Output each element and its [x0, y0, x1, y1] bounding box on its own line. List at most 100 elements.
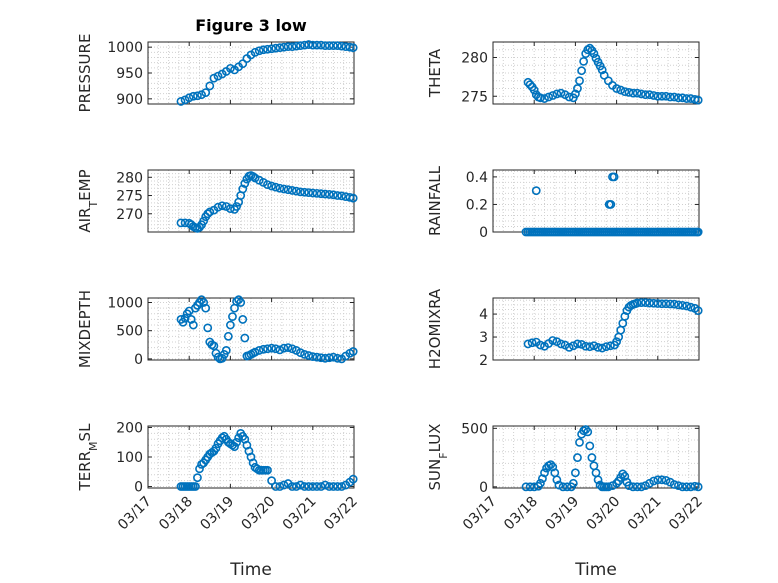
data-point — [190, 482, 200, 491]
x-tick-label: 03/22 — [321, 494, 361, 534]
data-point — [316, 189, 326, 199]
data-points — [176, 295, 358, 364]
x-tick-label: 03/17 — [460, 494, 500, 534]
y-tick-label: 1000 — [107, 40, 143, 56]
data-point — [674, 300, 683, 310]
data-point — [632, 88, 642, 98]
data-point — [296, 348, 305, 358]
data-point — [287, 482, 297, 491]
data-point — [312, 352, 322, 362]
data-point — [291, 186, 301, 196]
data-point — [348, 193, 358, 203]
data-point — [250, 47, 260, 57]
y-axis-label: THETA — [426, 48, 444, 98]
data-point — [544, 92, 554, 102]
y-tick-label: 0 — [479, 225, 488, 241]
data-point — [674, 93, 683, 103]
panel-rainfall: 0 0.2 0.4 RAINFALL — [426, 165, 703, 241]
y-tick-label: 0.2 — [466, 197, 488, 213]
data-point — [599, 70, 609, 80]
data-point — [333, 482, 342, 491]
data-point — [308, 40, 318, 50]
data-point — [348, 474, 358, 484]
data-point — [283, 343, 293, 352]
data-point — [624, 481, 634, 491]
data-point — [606, 341, 615, 351]
data-point — [188, 320, 198, 330]
data-point — [674, 481, 683, 491]
data-points — [521, 172, 703, 237]
data-point — [279, 42, 289, 52]
data-point — [258, 45, 268, 55]
data-point — [603, 482, 613, 492]
data-point — [201, 88, 211, 98]
y-axis-label: AIRTEMP — [76, 169, 100, 232]
data-point — [193, 91, 202, 101]
data-point — [211, 443, 221, 453]
panel-h2omixra: 2 3 4 H2OMIXRA — [426, 288, 703, 369]
y-tick-label: 950 — [116, 66, 143, 82]
data-point — [188, 91, 198, 101]
x-tick-label: 03/20 — [584, 494, 624, 534]
data-point — [328, 41, 338, 51]
data-point — [316, 40, 326, 50]
data-point — [636, 89, 646, 99]
data-point — [232, 437, 241, 447]
data-point — [546, 460, 556, 470]
data-point — [669, 92, 679, 102]
data-point — [649, 298, 659, 308]
y-tick-label: 275 — [116, 189, 143, 205]
panel-theta: 275 280 THETA — [426, 41, 703, 105]
data-point — [535, 478, 545, 488]
data-point — [308, 188, 318, 198]
panel-terr: 0 100 200 03/17 03/18 03/19 03/20 03/21 03/22 TER… — [76, 420, 361, 533]
data-point — [316, 353, 326, 363]
data-point — [682, 301, 692, 311]
data-point — [333, 191, 342, 200]
data-point — [225, 63, 235, 73]
data-point — [300, 187, 309, 197]
x-tick-label: 03/18 — [501, 494, 541, 534]
data-point — [552, 475, 562, 485]
data-point — [554, 480, 564, 490]
data-point — [612, 84, 621, 93]
data-point — [291, 41, 301, 51]
data-points — [176, 171, 358, 233]
data-point — [678, 300, 687, 310]
data-point — [300, 349, 309, 359]
data-points — [523, 298, 703, 353]
data-point — [649, 476, 659, 486]
data-point — [348, 43, 358, 53]
data-point — [203, 209, 213, 219]
data-point — [606, 200, 616, 209]
data-point — [669, 480, 679, 489]
data-point — [593, 342, 603, 352]
data-point — [236, 298, 246, 307]
data-point — [271, 344, 281, 354]
data-points — [176, 40, 358, 106]
y-tick-label: 500 — [116, 324, 143, 340]
data-point — [573, 339, 582, 349]
data-point — [579, 56, 589, 66]
data-point — [686, 302, 696, 312]
x-axis-label-2: Time — [574, 560, 617, 580]
y-tick-label: 500 — [461, 421, 488, 437]
x-tick-label: 03/18 — [156, 494, 196, 534]
y-tick-label: 200 — [116, 420, 143, 436]
data-point — [275, 183, 285, 193]
data-point — [540, 94, 549, 103]
data-point — [312, 40, 322, 50]
data-point — [296, 480, 305, 490]
data-point — [267, 181, 276, 191]
data-point — [693, 306, 703, 316]
data-point — [263, 344, 272, 354]
data-point — [199, 216, 209, 226]
data-point — [275, 345, 285, 355]
data-point — [583, 45, 593, 55]
data-point — [653, 475, 663, 485]
data-point — [573, 453, 582, 462]
x-tick-label: 03/21 — [280, 494, 320, 534]
figure-title: Figure 3 low — [195, 16, 307, 35]
data-point — [324, 353, 334, 363]
data-points — [523, 43, 703, 105]
